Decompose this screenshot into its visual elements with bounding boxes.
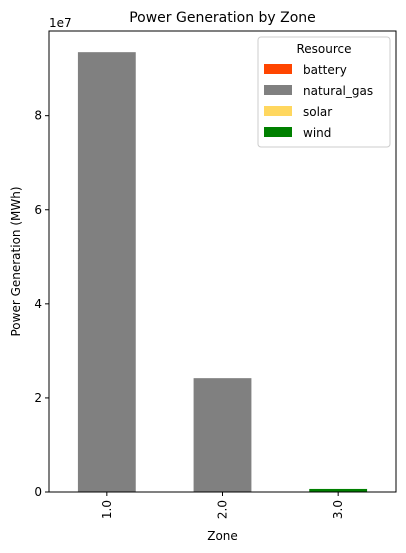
y-tick-label: 6 [34, 203, 42, 217]
y-axis: 0 2 4 6 8 [34, 109, 49, 499]
y-tick-label: 4 [34, 297, 42, 311]
legend-label-battery: battery [303, 63, 347, 77]
y-tick-label: 0 [34, 485, 42, 499]
x-axis: 1.0 2.0 3.0 [100, 492, 345, 519]
x-axis-label: Zone [207, 529, 238, 543]
y-axis-label: Power Generation (MWh) [9, 186, 23, 336]
legend-swatch-solar [264, 106, 292, 116]
x-tick-label: 3.0 [331, 500, 345, 519]
plot-frame [48, 30, 397, 493]
bar-zone-1.0-natural_gas [77, 52, 136, 492]
legend-swatch-battery [264, 64, 292, 74]
y-tick-label: 8 [34, 109, 42, 123]
legend-title: Resource [296, 42, 351, 56]
x-tick-label: 2.0 [216, 500, 230, 519]
legend-label-natural_gas: natural_gas [303, 84, 373, 98]
legend-swatch-wind [264, 127, 292, 137]
bar-zone-3.0-wind [309, 488, 368, 492]
legend-swatch-natural_gas [264, 85, 292, 95]
legend-label-solar: solar [303, 105, 332, 119]
y-axis-multiplier: 1e7 [49, 16, 72, 30]
y-tick-label: 2 [34, 391, 42, 405]
x-tick-label: 1.0 [100, 500, 114, 519]
bars [77, 52, 368, 492]
legend-label-wind: wind [303, 126, 331, 140]
chart-title: Power Generation by Zone [129, 10, 316, 26]
bar-zone-2.0-natural_gas [193, 378, 252, 492]
